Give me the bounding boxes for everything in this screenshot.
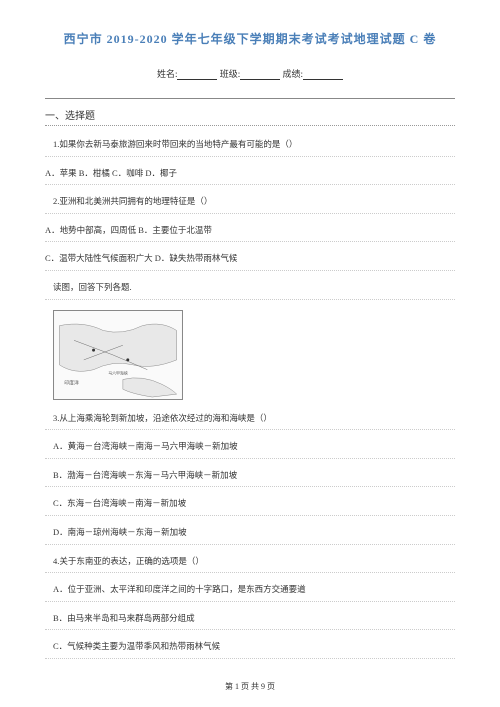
name-label: 姓名: — [157, 69, 178, 79]
name-blank — [177, 70, 217, 80]
question-text: 2.亚洲和北美洲共同拥有的地理特征是（） — [45, 195, 455, 214]
question-options: C．温带大陆性气候面积广大 D．缺失热带雨林气候 — [45, 252, 455, 271]
score-blank — [303, 70, 343, 80]
class-label: 班级: — [220, 69, 241, 79]
question-options: A．地势中部高，四周低 B．主要位于北温带 — [45, 224, 455, 243]
question-options: C．气候种类主要为温带季风和热带雨林气候 — [45, 640, 455, 659]
student-info-line: 姓名: 班级: 成绩: — [45, 67, 455, 80]
question-text: 3.从上海乘海轮到新加坡，沿途依次经过的海和海峡是（） — [45, 412, 455, 431]
question-options: B．渤海－台湾海峡－东海－马六甲海峡－新加坡 — [45, 469, 455, 488]
svg-text:印度洋: 印度洋 — [64, 379, 79, 386]
section-title: 一、选择题 — [45, 107, 455, 126]
question-text: 1.如果你去新马泰旅游回来时带回来的当地特产最有可能的是（） — [45, 138, 455, 157]
question-options: D．南海－琼州海峡－东海－新加坡 — [45, 526, 455, 545]
map-svg: 印度洋 马六甲海峡 — [54, 311, 182, 399]
question-options: A．位于亚洲、太平洋和印度洋之间的十字路口，是东西方交通要道 — [45, 583, 455, 602]
divider-line — [45, 98, 455, 99]
question-text: 4.关于东南亚的表达，正确的选项是（） — [45, 555, 455, 574]
question-options: B．由马来半岛和马来群岛两部分组成 — [45, 612, 455, 631]
page-footer: 第 1 页 共 9 页 — [0, 681, 500, 692]
map-image: 印度洋 马六甲海峡 — [53, 310, 183, 400]
question-instruction: 读图，回答下列各题. — [45, 281, 455, 300]
exam-title: 西宁市 2019-2020 学年七年级下学期期末考试考试地理试题 C 卷 — [45, 30, 455, 47]
score-label: 成绩: — [283, 69, 304, 79]
question-options: A．黄海－台湾海峡－南海－马六甲海峡－新加坡 — [45, 440, 455, 459]
class-blank — [240, 70, 280, 80]
question-options: A．苹果 B．柑橘 C．咖啡 D．椰子 — [45, 167, 455, 186]
question-options: C．东海－台湾海峡－南海－新加坡 — [45, 497, 455, 516]
svg-text:马六甲海峡: 马六甲海峡 — [108, 370, 128, 375]
